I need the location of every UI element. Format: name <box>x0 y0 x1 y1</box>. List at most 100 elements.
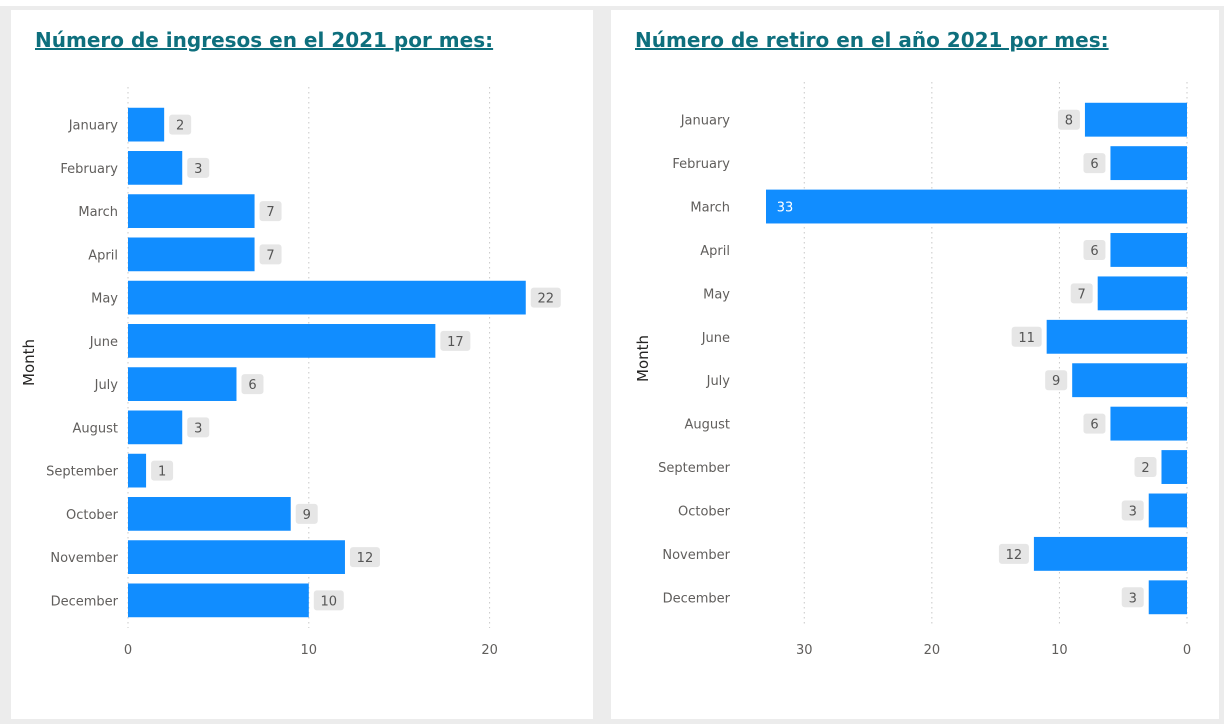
ingresos-tick-label: 10 <box>301 643 318 658</box>
retiro-data-label-august: 6 <box>1090 418 1098 433</box>
retiro-data-label-bg-april <box>1083 239 1106 260</box>
ingresos-data-label-march: 7 <box>266 205 274 220</box>
retiro-bar-march <box>766 189 1187 224</box>
ingresos-bar-october <box>128 497 291 531</box>
retiro-data-label-march: 33 <box>777 201 794 216</box>
ingresos-data-label-bg-january <box>169 114 192 135</box>
ingresos-category-label-february: February <box>60 162 118 177</box>
ingresos-data-label-november: 12 <box>357 551 374 566</box>
retiro-data-label-bg-november <box>998 543 1029 564</box>
ingresos-bar-april <box>128 237 255 272</box>
ingresos-category-label-november: November <box>50 551 118 566</box>
retiro-data-label-september: 2 <box>1141 461 1149 476</box>
retiro-category-label-august: August <box>685 418 731 433</box>
ingresos-data-label-february: 3 <box>194 162 202 177</box>
retiro-data-label-bg-october <box>1121 500 1144 521</box>
ingresos-bar-july <box>128 367 237 401</box>
retiro-bar-april <box>1110 233 1187 267</box>
retiro-data-label-january: 8 <box>1065 114 1073 129</box>
ingresos-category-label-january: January <box>68 119 119 134</box>
retiro-bar-june <box>1046 319 1187 354</box>
ingresos-data-label-bg-june <box>440 330 471 351</box>
ingresos-data-label-bg-september <box>151 460 174 481</box>
ingresos-category-label-august: August <box>73 421 119 436</box>
ingresos-category-label-june: June <box>89 335 118 350</box>
retiro-data-label-november: 12 <box>1006 548 1023 563</box>
retiro-data-label-bg-may <box>1070 283 1093 304</box>
ingresos-bar-march <box>128 194 255 228</box>
ingresos-bar-january <box>128 107 165 142</box>
ingresos-bar-august <box>128 410 183 445</box>
retiro-category-label-november: November <box>662 548 730 563</box>
ingresos-bar-may <box>128 280 526 315</box>
retiro-y-axis-title: Month <box>634 335 652 382</box>
retiro-category-label-march: March <box>690 201 730 216</box>
retiro-bar-may <box>1097 276 1187 311</box>
retiro-category-label-december: December <box>663 591 731 606</box>
retiro-category-label-september: September <box>658 461 731 476</box>
ingresos-category-label-may: May <box>91 292 118 307</box>
ingresos-tick-label: 20 <box>481 643 498 658</box>
ingresos-y-axis-title: Month <box>20 339 38 386</box>
retiro-tick-label: 20 <box>924 643 941 658</box>
ingresos-category-label-december: December <box>51 594 119 609</box>
ingresos-bar-september <box>128 453 147 488</box>
ingresos-bar-chart: 0 10 20 Month January 2 February 3 March 7 April 7 M… <box>20 87 561 658</box>
ingresos-data-label-bg-july <box>241 374 264 395</box>
retiro-tick-label: 0 <box>1183 643 1191 658</box>
retiro-data-label-june: 11 <box>1018 331 1035 346</box>
ingresos-data-label-april: 7 <box>266 248 274 263</box>
retiro-data-label-april: 6 <box>1090 244 1098 259</box>
ingresos-data-label-august: 3 <box>194 421 202 436</box>
retiro-data-label-december: 3 <box>1129 591 1137 606</box>
ingresos-data-label-july: 6 <box>248 378 256 393</box>
ingresos-data-label-bg-march <box>259 201 282 222</box>
retiro-data-label-bg-january <box>1057 109 1080 130</box>
retiro-data-label-bg-february <box>1083 153 1106 174</box>
retiro-data-label-october: 3 <box>1129 504 1137 519</box>
retiro-data-label-bg-july <box>1045 370 1068 391</box>
retiro-category-label-april: April <box>700 244 730 259</box>
ingresos-chart-panel: Número de ingresos en el 2021 por mes: 0… <box>11 10 593 719</box>
ingresos-data-label-september: 1 <box>158 465 166 480</box>
ingresos-category-label-october: October <box>66 508 119 523</box>
retiro-chart-title: Número de retiro en el año 2021 por mes: <box>635 28 1109 52</box>
retiro-data-label-july: 9 <box>1052 374 1060 389</box>
retiro-bar-october <box>1148 493 1187 528</box>
retiro-data-label-may: 7 <box>1078 287 1086 302</box>
ingresos-category-label-march: March <box>78 205 118 220</box>
retiro-data-label-bg-june <box>1011 326 1042 347</box>
retiro-category-label-october: October <box>678 504 731 519</box>
ingresos-data-label-bg-april <box>259 244 282 265</box>
retiro-bar-december <box>1148 580 1187 615</box>
retiro-bar-september <box>1161 450 1187 484</box>
ingresos-data-label-january: 2 <box>176 119 184 134</box>
retiro-category-label-june: June <box>701 331 730 346</box>
retiro-category-label-may: May <box>703 287 730 302</box>
ingresos-data-label-october: 9 <box>303 508 311 523</box>
retiro-bar-november <box>1033 536 1187 571</box>
ingresos-data-label-bg-december <box>313 590 344 611</box>
ingresos-category-label-april: April <box>88 248 118 263</box>
ingresos-category-label-september: September <box>46 465 119 480</box>
ingresos-data-label-december: 10 <box>321 594 338 609</box>
retiro-bar-february <box>1110 146 1187 181</box>
retiro-category-label-july: July <box>706 374 731 389</box>
retiro-chart-panel: Número de retiro en el año 2021 por mes:… <box>611 10 1219 719</box>
retiro-bar-august <box>1110 406 1187 441</box>
ingresos-data-label-bg-february <box>187 157 210 178</box>
ingresos-chart-title: Número de ingresos en el 2021 por mes: <box>35 28 494 52</box>
ingresos-data-label-bg-october <box>295 503 318 524</box>
ingresos-bar-february <box>128 151 183 185</box>
retiro-tick-label: 30 <box>796 643 813 658</box>
ingresos-tick-label: 0 <box>124 643 132 658</box>
ingresos-data-label-bg-august <box>187 417 210 438</box>
retiro-category-label-january: January <box>680 114 731 129</box>
retiro-data-label-bg-december <box>1121 587 1144 608</box>
ingresos-data-label-june: 17 <box>447 335 464 350</box>
retiro-bar-january <box>1084 102 1187 137</box>
retiro-tick-label: 10 <box>1051 643 1068 658</box>
ingresos-bar-june <box>128 324 436 358</box>
ingresos-data-label-bg-may <box>530 287 561 308</box>
